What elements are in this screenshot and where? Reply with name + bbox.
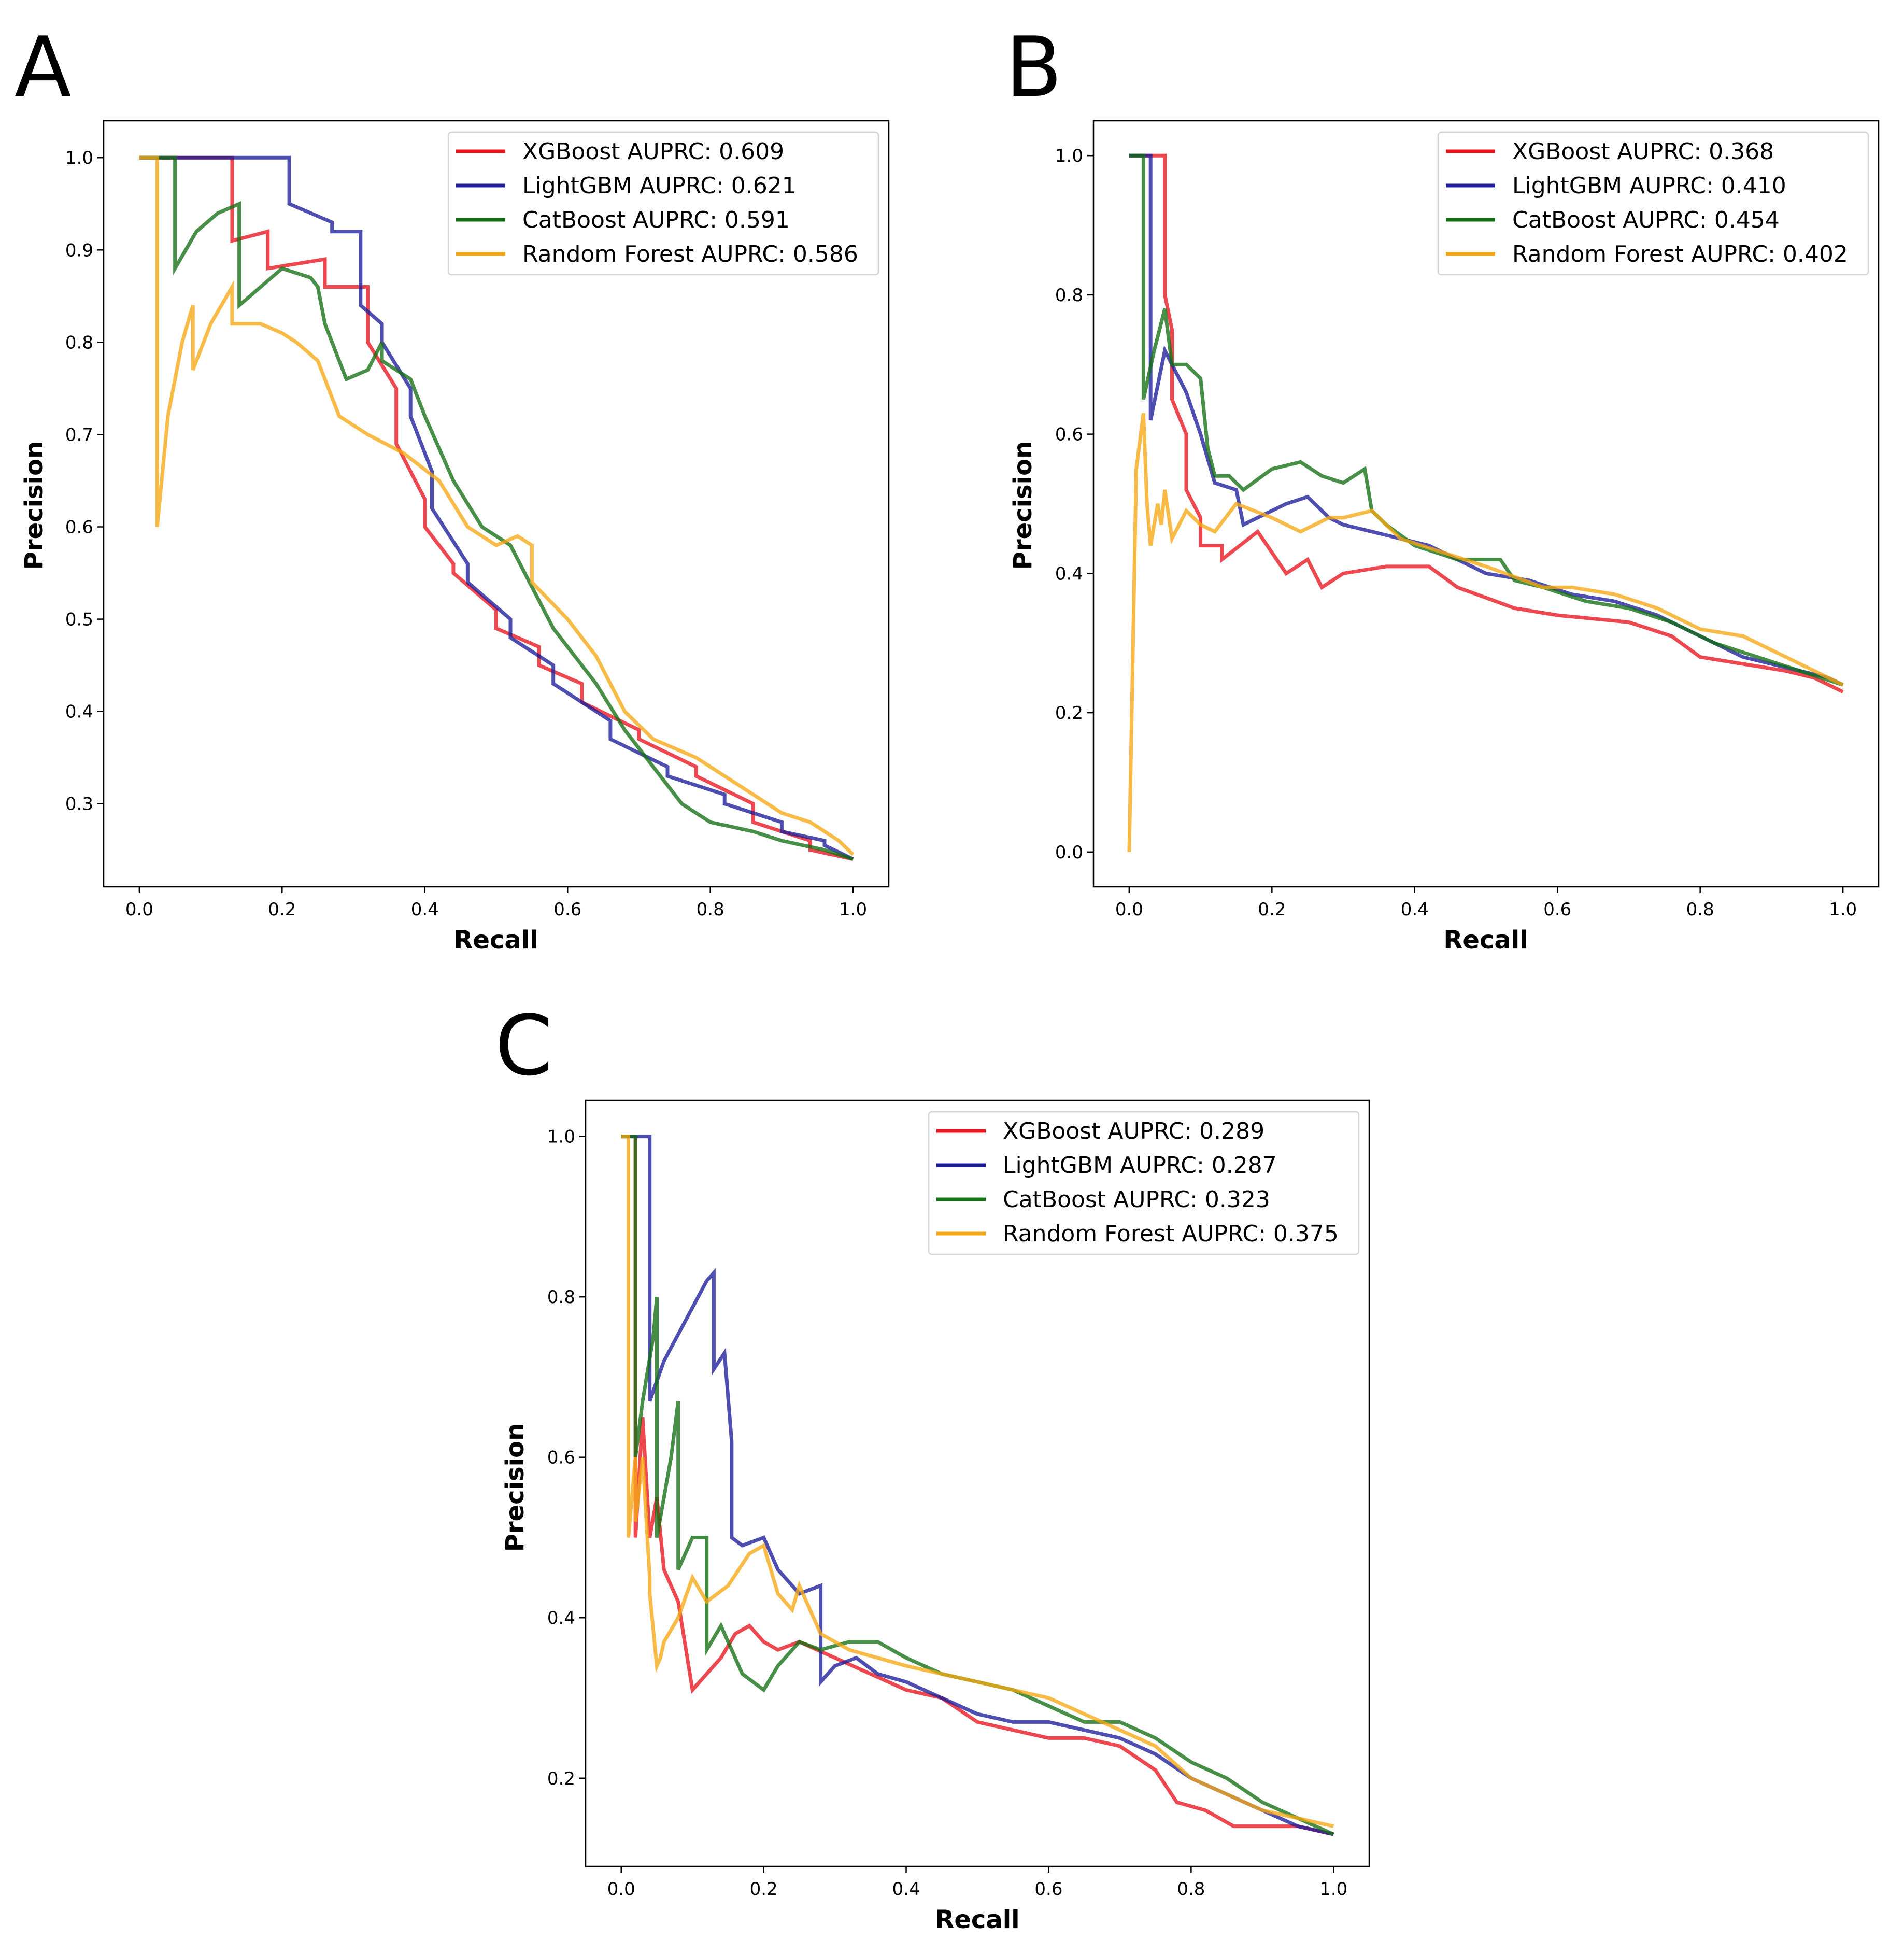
panel-c-series-lightgbm [621,1135,1334,1836]
panel-a-x-tick-label: 0.6 [553,899,581,920]
panel-a-x-ticks: 0.0 0.2 0.4 0.6 0.8 1.0 [125,887,867,920]
panel-a-legend-label-catboost: CatBoost AUPRC: 0.591 [522,207,790,233]
panel-a-y-tick-label: 1.0 [65,148,93,168]
panel-a-x-tick-label: 0.0 [125,899,153,920]
panel-b-legend-box [1437,131,1869,276]
panel-c-frame [585,1099,1370,1867]
panel-a-legend-label-xgboost: XGBoost AUPRC: 0.609 [522,138,784,165]
panel-a-series-lightgbm [139,155,854,861]
panel-b-x-tick-label: 0.2 [1258,899,1286,920]
panel-a-y-tick-label: 0.5 [65,610,93,630]
panel-a: A 0.0 0.2 0.4 0.6 0.8 1.0 0.30.40.50.60.70.80… [15,19,890,955]
panel-c-series-catboost [621,1135,1334,1836]
panel-b-y-axis-label: Precision [1008,441,1038,570]
panel-b-y-tick-label: 0.6 [1055,424,1083,445]
panel-a-series-xgboost [139,155,854,861]
panel-c-y-ticks: 0.2 0.4 0.6 0.8 1.0 [547,1127,586,1789]
panel-c-legend-box [928,1111,1360,1255]
panel-b-x-tick-label: 0.6 [1543,899,1571,920]
panel-c-y-tick-label: 1.0 [547,1127,575,1148]
panel-b-legend: XGBoost AUPRC: 0.368 LightGBM AUPRC: 0.4… [1437,131,1869,276]
panel-b-series-random-forest [1127,413,1844,852]
panel-c-y-tick-label: 0.2 [547,1768,575,1789]
panel-a-y-tick-label: 0.4 [65,702,93,723]
panel-c-x-tick-label: 0.2 [750,1879,778,1900]
panel-a-x-tick-label: 1.0 [839,899,867,920]
panel-b-legend-label-catboost: CatBoost AUPRC: 0.454 [1512,207,1780,233]
panel-b-y-tick-label: 1.0 [1055,146,1083,166]
panel-b-series-catboost [1129,153,1844,687]
panel-c-legend-label-random-forest: Random Forest AUPRC: 0.375 [1003,1221,1339,1247]
panel-c-x-ticks: 0.0 0.2 0.4 0.6 0.8 1.0 [607,1866,1347,1900]
panel-c-series-random-forest [621,1135,1334,1829]
panel-c-plot: 0.0 0.2 0.4 0.6 0.8 1.0 0.2 0.4 0.6 0.8 1.0 Recal… [501,1099,1370,1934]
panel-c-legend: XGBoost AUPRC: 0.289 LightGBM AUPRC: 0.2… [928,1111,1360,1255]
panel-b-x-ticks: 0.0 0.2 0.4 0.6 0.8 1.0 [1115,887,1857,920]
panel-b-y-ticks: 0.0 0.2 0.4 0.6 0.8 1.0 [1055,146,1093,863]
panel-c-series [621,1135,1334,1836]
panel-a-frame [103,120,890,888]
panel-c-legend-label-lightgbm: LightGBM AUPRC: 0.287 [1003,1152,1277,1179]
panel-b-legend-label-random-forest: Random Forest AUPRC: 0.402 [1512,241,1848,267]
panel-a-y-ticks: 0.3 0.4 0.5 0.6 0.7 0.8 0.9 1.0 [65,148,104,815]
panel-c-x-tick-label: 0.6 [1034,1879,1062,1900]
panel-b-x-tick-label: 0.0 [1115,899,1143,920]
panel-c-y-tick-label: 0.8 [547,1287,575,1308]
panel-c-legend-label-catboost: CatBoost AUPRC: 0.323 [1003,1186,1270,1213]
panel-b-y-tick-label: 0.8 [1055,285,1083,306]
panel-a-x-tick-label: 0.2 [268,899,296,920]
panel-b-series [1127,153,1844,852]
panel-a-legend: XGBoost AUPRC: 0.609 LightGBM AUPRC: 0.6… [447,131,879,276]
panel-b-plot: 0.0 0.2 0.4 0.6 0.8 1.0 0.0 0.2 0.4 0.6 0.8 1.0 Re… [1008,120,1880,955]
panel-a-letter: A [15,19,71,116]
panel-c-y-axis-label: Precision [501,1423,530,1552]
panel-b-y-tick-label: 0.0 [1055,842,1083,863]
panel-c-legend-label-xgboost: XGBoost AUPRC: 0.289 [1003,1118,1264,1144]
panel-a-x-tick-label: 0.4 [411,899,439,920]
panel-c-x-tick-label: 0.0 [607,1879,635,1900]
panel-a-series [139,155,855,861]
panel-b-legend-label-xgboost: XGBoost AUPRC: 0.368 [1512,138,1774,165]
panel-c-y-tick-label: 0.6 [547,1448,575,1468]
panel-c-letter: C [495,997,553,1094]
panel-a-x-tick-label: 0.8 [697,899,724,920]
panel-a-series-catboost [139,155,854,861]
panel-b-letter: B [1005,19,1062,116]
panel-a-series-random-forest [139,155,855,856]
panel-c-x-axis-label: Recall [935,1905,1019,1934]
panel-c-x-tick-label: 0.8 [1177,1879,1205,1900]
panel-b-x-tick-label: 0.8 [1686,899,1714,920]
panel-b-x-axis-label: Recall [1443,926,1528,955]
panel-b-y-tick-label: 0.2 [1055,703,1083,724]
panel-a-x-axis-label: Recall [453,926,538,955]
panel-a-y-tick-label: 0.6 [65,517,93,538]
panel-b-y-tick-label: 0.4 [1055,563,1083,584]
panel-c-x-tick-label: 0.4 [892,1879,920,1900]
panel-b-x-tick-label: 0.4 [1401,899,1429,920]
panel-a-y-tick-label: 0.8 [65,332,93,353]
panel-a-y-tick-label: 0.3 [65,794,93,815]
panel-b-legend-label-lightgbm: LightGBM AUPRC: 0.410 [1512,173,1786,199]
panel-b: B 0.0 0.2 0.4 0.6 0.8 1.0 0.0 0.2 0.4 0.6 0.8 1.0 … [1005,19,1880,955]
panel-a-y-tick-label: 0.7 [65,424,93,445]
panel-b-frame [1092,120,1880,888]
panel-a-legend-label-random-forest: Random Forest AUPRC: 0.586 [522,241,858,267]
panel-a-plot: 0.0 0.2 0.4 0.6 0.8 1.0 0.3 0.4 0.5 0.6 0.7 0.8 0.9… [20,120,890,955]
panel-a-legend-box [447,131,879,276]
panel-c-x-tick-label: 1.0 [1319,1879,1347,1900]
panel-a-legend-label-lightgbm: LightGBM AUPRC: 0.621 [522,173,797,199]
panel-b-x-tick-label: 1.0 [1829,899,1857,920]
panel-c: C 0.0 0.2 0.4 0.6 0.8 1.0 0.2 0.4 0.6 0.8 1.0 Rec… [495,997,1370,1934]
panel-c-y-tick-label: 0.4 [547,1608,575,1629]
panel-b-series-xgboost [1129,153,1844,693]
panel-a-y-axis-label: Precision [20,441,49,570]
panel-a-y-tick-label: 0.9 [65,240,93,261]
